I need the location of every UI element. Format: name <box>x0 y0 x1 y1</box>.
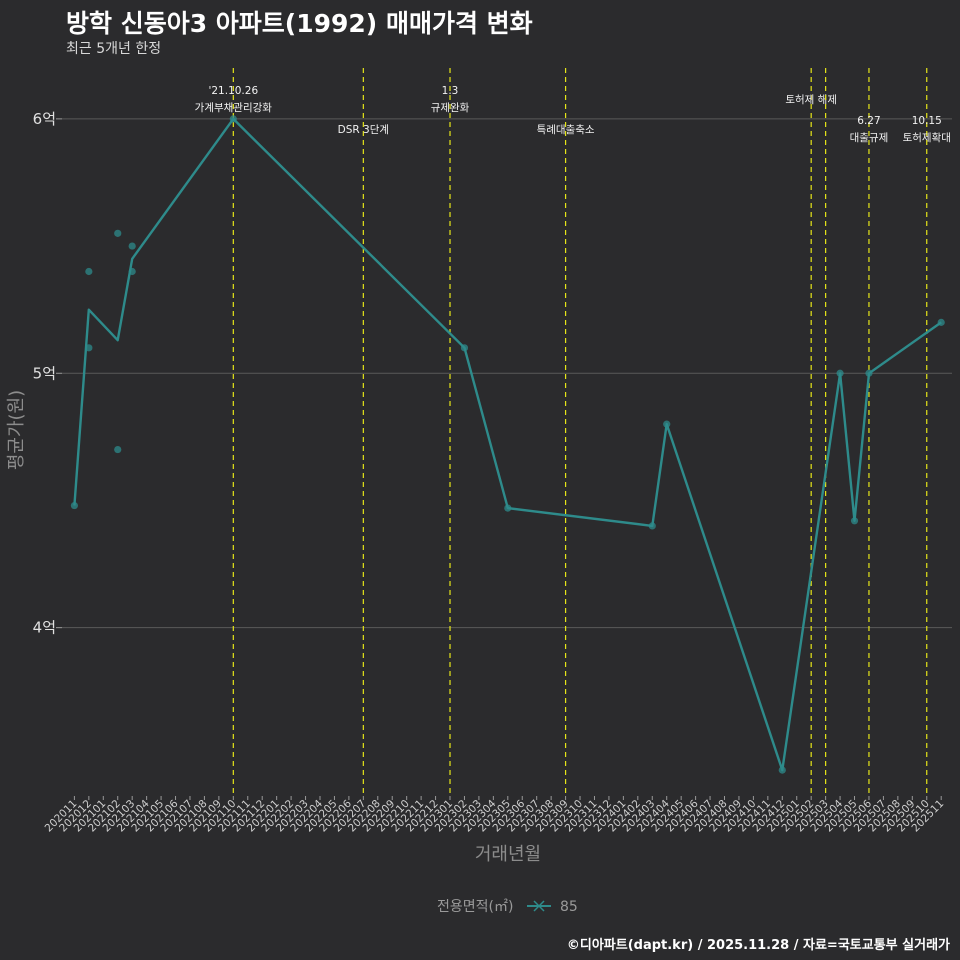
series-85 <box>70 115 945 774</box>
event-label: 토허제확대 <box>903 131 951 144</box>
legend-label-85: 85 <box>560 899 578 915</box>
series-line <box>73 117 942 772</box>
x-axis-title: 거래년월 <box>475 844 541 865</box>
data-point <box>114 445 122 454</box>
y-tick-label: 4억 <box>33 619 56 637</box>
legend-key-cross-b <box>533 900 545 912</box>
y-axis-title: 평균가(원) <box>6 390 27 470</box>
event-label: DSR 3단계 <box>338 124 389 136</box>
data-point <box>229 115 237 123</box>
x-axis: 2020112020122021012021022021032021042021… <box>43 796 946 834</box>
y-axis: 4억 5억 6억 <box>33 110 62 637</box>
event-date: 6.27 <box>857 115 880 127</box>
data-point <box>504 504 512 512</box>
event-label: 가계부채관리강화 <box>195 102 273 114</box>
chart-title: 방학 신동아3 아파트(1992) 매매가격 변화 <box>66 9 533 38</box>
y-tick-label: 5억 <box>33 364 56 382</box>
event-date: 10.15 <box>912 115 942 127</box>
chart-subtitle: 최근 5개년 한정 <box>66 41 162 57</box>
data-point <box>850 517 859 525</box>
legend-title: 전용면적(㎡) <box>437 899 513 915</box>
event-label: 특례대출축소 <box>537 124 595 136</box>
grid-lines <box>62 118 952 629</box>
data-point <box>778 766 786 774</box>
source-caption: ©디아파트(dapt.kr) / 2025.11.28 / 자료=국토교통부 실… <box>566 938 950 953</box>
data-point <box>648 522 656 530</box>
event-label: 규제완화 <box>431 101 470 114</box>
event-label: 토허제 해제 <box>785 93 837 106</box>
data-point <box>85 344 93 352</box>
y-tick-label: 6억 <box>33 110 56 128</box>
event-label: 대출규제 <box>850 132 889 144</box>
data-point <box>70 501 78 510</box>
data-point <box>114 229 122 237</box>
data-point <box>865 369 873 377</box>
event-date: 1.3 <box>442 85 459 97</box>
data-point <box>85 267 93 276</box>
data-point <box>663 420 671 428</box>
data-point <box>937 318 945 326</box>
data-point <box>128 242 136 250</box>
legend: 전용면적(㎡) 85 <box>437 899 578 915</box>
data-point <box>836 369 844 377</box>
event-date: '21.10.26 <box>208 85 258 97</box>
data-point <box>128 267 136 276</box>
data-point <box>460 344 469 352</box>
